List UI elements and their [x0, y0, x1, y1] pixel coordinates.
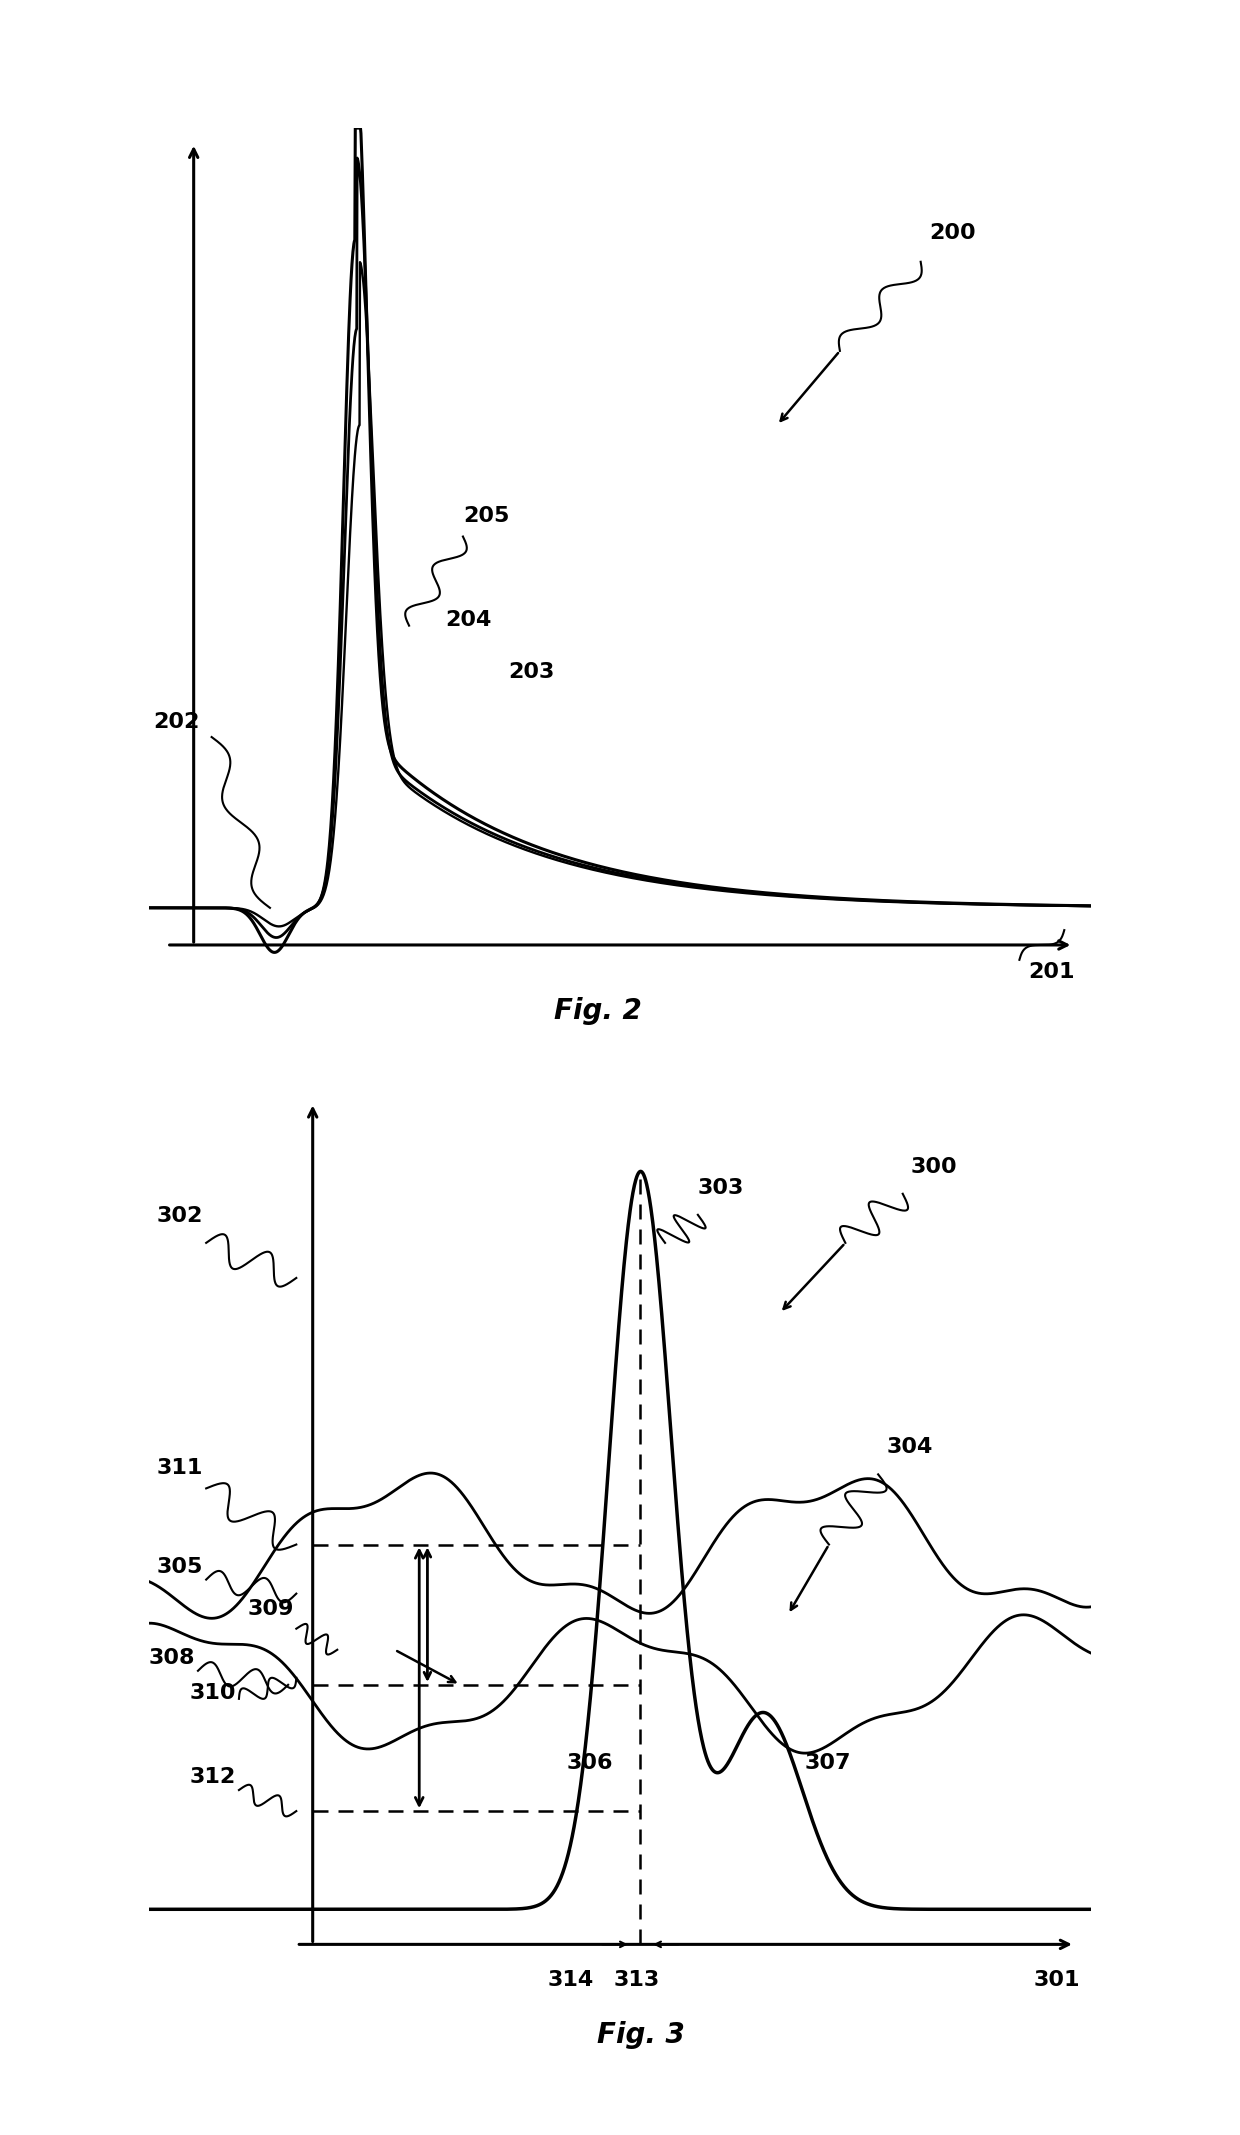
Text: 302: 302 — [157, 1206, 203, 1225]
Text: 205: 205 — [463, 506, 510, 525]
Text: 310: 310 — [190, 1682, 237, 1704]
Text: 305: 305 — [157, 1556, 203, 1576]
Text: 303: 303 — [698, 1179, 744, 1198]
Text: 203: 203 — [508, 662, 554, 681]
Text: 312: 312 — [190, 1768, 236, 1787]
Text: 314: 314 — [548, 1971, 594, 1990]
Text: 309: 309 — [247, 1599, 294, 1618]
Text: 202: 202 — [154, 713, 200, 732]
Text: 304: 304 — [887, 1437, 932, 1458]
Text: 306: 306 — [567, 1753, 614, 1772]
Text: 200: 200 — [930, 224, 976, 243]
Text: 204: 204 — [445, 611, 491, 630]
Text: Fig. 3: Fig. 3 — [596, 2020, 684, 2050]
Text: 311: 311 — [157, 1458, 203, 1477]
Text: 201: 201 — [1028, 963, 1075, 982]
Text: Fig. 2: Fig. 2 — [554, 997, 641, 1025]
Text: 308: 308 — [149, 1648, 196, 1667]
Text: 313: 313 — [614, 1971, 660, 1990]
Text: 301: 301 — [1034, 1971, 1080, 1990]
Text: 307: 307 — [805, 1753, 851, 1772]
Text: 300: 300 — [911, 1157, 957, 1176]
